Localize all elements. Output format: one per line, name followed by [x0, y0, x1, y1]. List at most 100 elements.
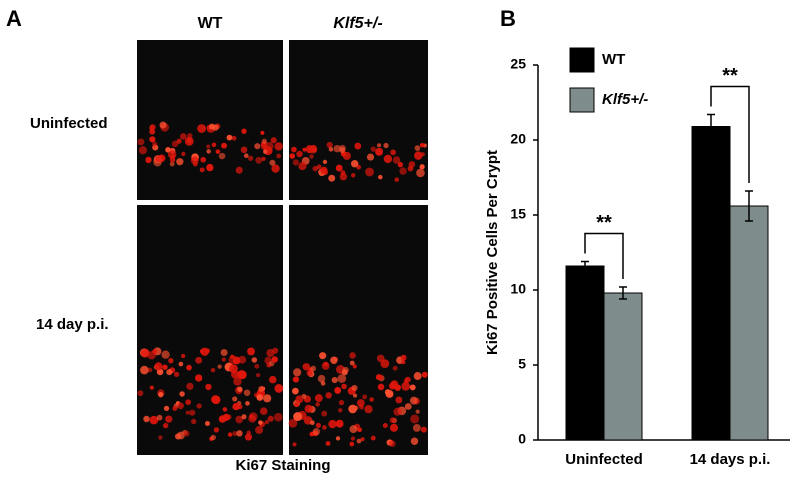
cell — [409, 396, 418, 405]
y-tick-label: 25 — [510, 56, 526, 72]
cell — [294, 402, 299, 408]
cell — [186, 364, 192, 371]
micrographs — [137, 40, 428, 455]
cell — [349, 352, 356, 359]
column-label: WT — [198, 15, 223, 32]
cell — [249, 414, 254, 419]
cell — [269, 360, 275, 367]
cell — [419, 164, 425, 170]
cell — [392, 365, 398, 371]
cell — [162, 364, 168, 370]
cell — [322, 425, 327, 430]
cell — [366, 153, 375, 161]
cell — [140, 365, 149, 375]
cell — [325, 392, 332, 399]
cell — [137, 390, 144, 397]
cell — [168, 357, 174, 364]
cell — [304, 404, 313, 413]
cell — [390, 149, 396, 156]
cell — [330, 356, 338, 364]
cell — [395, 396, 403, 404]
cell — [276, 153, 282, 159]
cell — [176, 158, 184, 166]
cell — [258, 385, 265, 392]
bar — [729, 205, 769, 441]
panel-label: A — [6, 6, 22, 31]
cell — [349, 441, 355, 447]
cell — [211, 142, 217, 148]
cell — [243, 389, 251, 397]
cell — [217, 364, 222, 369]
cell — [274, 142, 283, 151]
cell — [271, 164, 280, 173]
cell — [206, 144, 211, 149]
cell — [331, 377, 338, 384]
cell — [397, 161, 404, 168]
cell — [243, 153, 249, 159]
cell — [210, 434, 216, 441]
cell — [325, 441, 331, 446]
cell — [338, 399, 345, 406]
cell — [235, 166, 243, 174]
micrograph — [137, 205, 283, 455]
cell — [178, 361, 184, 367]
cell — [254, 363, 260, 369]
cell — [289, 153, 296, 159]
cell — [226, 134, 233, 141]
cell — [328, 419, 337, 429]
cell — [293, 368, 302, 377]
micrograph — [289, 40, 428, 200]
cell — [295, 395, 304, 404]
cell — [237, 386, 243, 392]
cell — [181, 151, 186, 157]
cell — [192, 161, 198, 167]
cell — [351, 384, 358, 391]
cell — [220, 348, 228, 357]
cell — [169, 161, 175, 167]
cell — [337, 374, 347, 383]
cell — [350, 436, 356, 441]
micrograph — [137, 40, 283, 200]
panel-label: B — [500, 6, 516, 31]
cell — [354, 142, 362, 150]
cell — [293, 412, 303, 422]
cell — [196, 403, 202, 409]
cell — [378, 174, 383, 180]
cell — [158, 435, 163, 440]
cell — [174, 433, 182, 440]
cell — [205, 348, 210, 354]
cell — [383, 142, 389, 149]
cell — [177, 402, 184, 410]
cell — [273, 412, 283, 422]
cell — [384, 389, 391, 396]
cell — [206, 149, 211, 154]
cell — [258, 420, 263, 425]
y-axis-label: Ki67 Positive Cells Per Crypt — [484, 150, 501, 355]
cell — [211, 395, 221, 405]
cell — [232, 431, 238, 437]
cell — [205, 383, 212, 391]
cell — [420, 426, 427, 433]
cell — [155, 155, 163, 163]
cell — [292, 159, 299, 166]
cell — [231, 370, 240, 379]
cell — [319, 352, 327, 360]
cell — [215, 149, 221, 154]
cell — [296, 150, 303, 158]
cell — [310, 365, 317, 372]
cell — [159, 121, 167, 129]
cell — [315, 402, 320, 407]
cell — [199, 167, 205, 173]
cell — [179, 391, 185, 397]
cell — [165, 415, 173, 423]
cell — [392, 156, 401, 164]
cell — [212, 124, 219, 131]
cell — [138, 146, 148, 155]
cell — [334, 386, 342, 394]
cell — [149, 415, 159, 425]
cell — [145, 156, 152, 163]
cell — [360, 437, 365, 442]
cell — [416, 168, 425, 178]
cell — [309, 154, 314, 159]
cell — [328, 174, 336, 182]
